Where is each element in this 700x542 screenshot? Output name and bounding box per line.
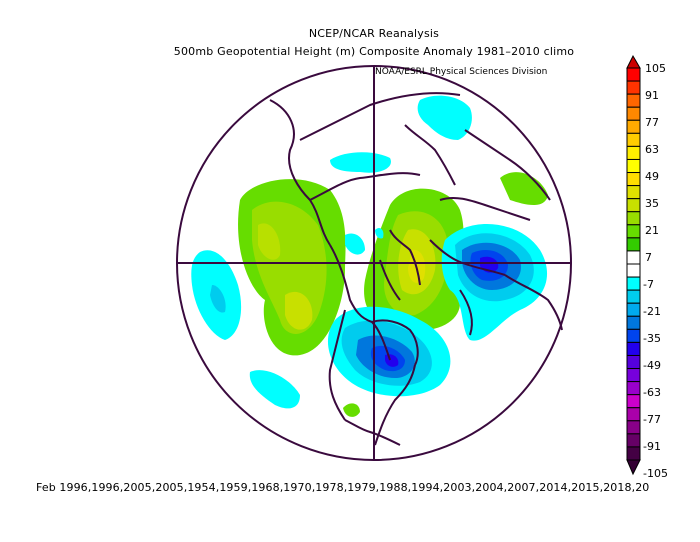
colorbar-box [626,250,641,265]
colorbar-box [626,132,641,147]
colorbar-top-arrow [626,54,641,69]
colorbar-tick-label: 105 [645,62,666,75]
colorbar-box [626,407,641,422]
colorbar-box [626,315,641,330]
colorbar-tick-label: 35 [645,197,659,210]
credit-label: NOAA/ESRL Physical Sciences Division [375,67,548,77]
colorbar-box [626,263,641,278]
colorbar-boxes [626,67,641,461]
colorbar-tick-label: -49 [643,359,661,372]
colorbar-tick-label: 21 [645,224,659,237]
colorbar-box [626,185,641,200]
colorbar-tick-label: -105 [643,467,668,480]
colorbar-box [626,433,641,448]
colorbar-box [626,198,641,213]
colorbar-box [626,211,641,226]
colorbar-box [626,368,641,383]
colorbar-box [626,354,641,370]
colorbar-box [626,276,641,291]
colorbar-box [626,446,641,461]
anomaly-field [191,95,548,417]
colorbar-box [626,302,641,317]
colorbar-box [626,158,641,174]
colorbar-box [626,381,641,396]
colorbar-tick-label: -21 [643,305,661,318]
title-line-1: NCEP/NCAR Reanalysis [308,27,440,40]
colorbar-box [626,341,641,356]
composite-dates: Feb 1996,1996,2005,2005,1954,1959,1968,1… [36,481,650,494]
colorbar-tick-label: -35 [643,332,661,345]
colorbar-box [626,237,641,252]
colorbar-box [626,328,641,343]
colorbar-box [626,420,641,435]
colorbar-tick-label: -7 [643,278,654,291]
colorbar-box [626,172,641,187]
colorbar-tick-label: 63 [645,143,659,156]
coastlines [269,92,563,446]
colorbar-box [626,106,641,121]
colorbar-tick-label: 91 [645,89,659,102]
colorbar-box [626,80,641,95]
colorbar-tick-label: -91 [643,440,661,453]
colorbar-box [626,394,641,409]
title-line-2: 500mb Geopotential Height (m) Composite … [173,45,575,58]
colorbar-box [626,93,641,108]
colorbar-tick-label: -63 [643,386,661,399]
colorbar-bottom-arrow [626,459,641,476]
colorbar-tick-label: -77 [643,413,661,426]
colorbar-box [626,224,641,239]
colorbar-box [626,289,641,304]
colorbar-tick-label: 49 [645,170,659,183]
colorbar-box [626,67,641,82]
colorbar-tick-label: 77 [645,116,659,129]
colorbar-box [626,145,641,160]
colorbar-box [626,119,641,134]
colorbar-tick-label: 7 [645,251,652,264]
